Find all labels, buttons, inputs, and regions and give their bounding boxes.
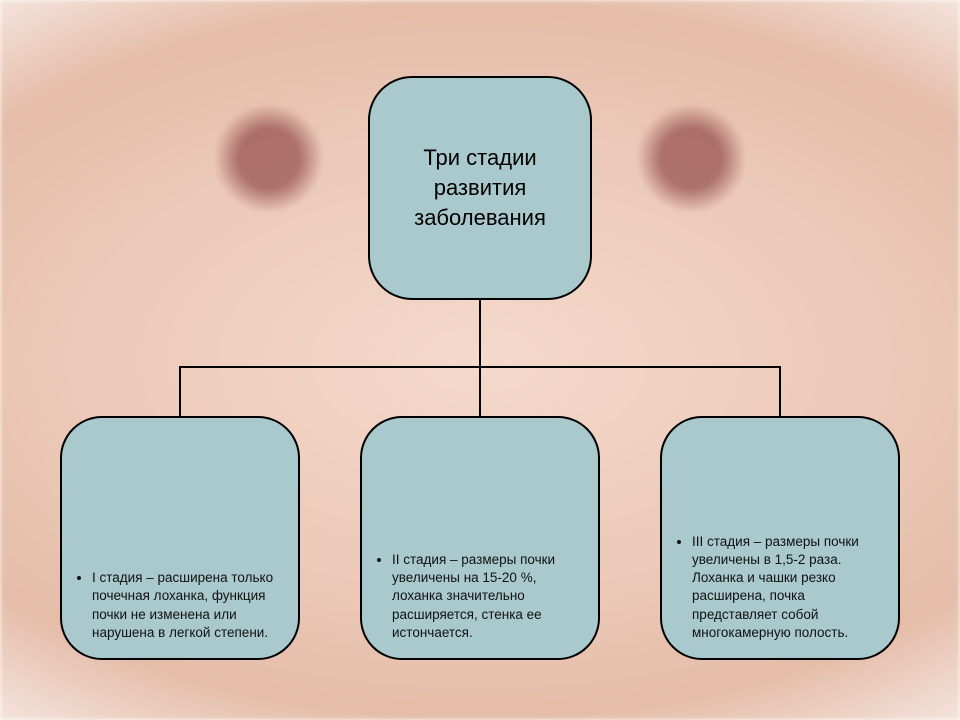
stage-1-text: I стадия – расширена только почечная лох… xyxy=(92,569,280,642)
connector-drop-3 xyxy=(779,366,781,416)
root-node: Три стадии развития заболевания xyxy=(368,76,592,300)
connector-drop-2 xyxy=(479,366,481,416)
connector-drop-1 xyxy=(179,366,181,416)
child-node-stage-1: I стадия – расширена только почечная лох… xyxy=(60,416,300,660)
stage-3-text: III стадия – размеры почки увеличены в 1… xyxy=(692,533,880,642)
child-node-stage-2: II стадия – размеры почки увеличены на 1… xyxy=(360,416,600,660)
connector-trunk xyxy=(479,300,481,366)
root-node-label: Три стадии развития заболевания xyxy=(386,143,574,232)
stage-2-text: II стадия – размеры почки увеличены на 1… xyxy=(392,551,580,642)
child-node-stage-3: III стадия – размеры почки увеличены в 1… xyxy=(660,416,900,660)
